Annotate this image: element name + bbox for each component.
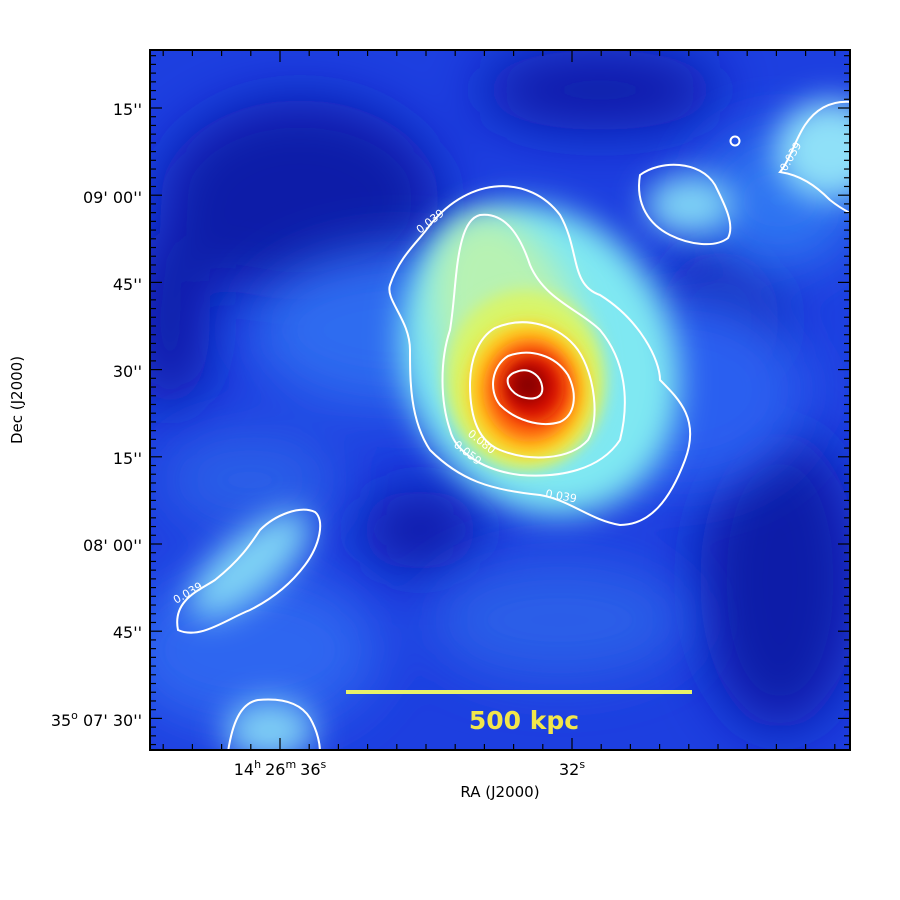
contour-0.039-bottom xyxy=(227,698,321,750)
scale-bar-line xyxy=(346,690,692,694)
contours xyxy=(176,100,850,750)
contour-0.059 xyxy=(441,213,626,477)
dec-arcmin: 07' 30'' xyxy=(78,711,142,730)
y-tick-label: 45'' xyxy=(113,623,142,642)
ra-m-sup: m xyxy=(285,758,296,771)
y-tick-label: 15'' xyxy=(113,100,142,119)
ra-s-sup: s xyxy=(321,758,327,771)
y-axis-tick-labels: 15'' 09' 00'' 45'' 30'' 15'' 08' 00'' 45… xyxy=(51,100,142,730)
dark-region xyxy=(480,50,720,130)
y-axis-title: Dec (J2000) xyxy=(8,356,26,444)
dark-regions xyxy=(150,50,850,730)
contour-0.039-northeast-patch xyxy=(638,163,732,246)
cyan-patch xyxy=(189,511,311,619)
contour-small-ring xyxy=(729,135,741,147)
x-axis-title: RA (J2000) xyxy=(460,783,539,801)
x-tick-label-ra-32s: 32s xyxy=(559,758,585,779)
ra-minutes: 26 xyxy=(265,760,285,779)
y-tick-label: 08' 00'' xyxy=(83,536,142,555)
contour-0.039-northeast-corner xyxy=(778,100,850,215)
dark-region xyxy=(160,100,440,300)
contour-label: 0.039 xyxy=(544,487,577,505)
cyan-patch xyxy=(225,700,315,750)
x-tick-label-ra-36s: 14h 26m 36s xyxy=(234,758,327,779)
contour-peak xyxy=(506,369,544,400)
contour-0.039-main xyxy=(388,185,692,527)
y-tick-label: 30'' xyxy=(113,362,142,381)
ra-s-sup: s xyxy=(579,758,585,771)
dec-degrees: 35 xyxy=(51,711,71,730)
ra-seconds: 36 xyxy=(300,760,320,779)
dark-region xyxy=(700,430,850,730)
x-axis-tick-labels: 14h 26m 36s 32s xyxy=(234,758,586,779)
contour-inner xyxy=(492,351,575,426)
dark-region xyxy=(150,230,210,410)
y-tick-label: 15'' xyxy=(113,449,142,468)
dark-region xyxy=(360,490,480,570)
scale-bar: 500 kpc xyxy=(346,690,692,735)
contour-0.039-southwest xyxy=(176,508,322,634)
cyan-patch xyxy=(645,175,735,235)
contour-0.080 xyxy=(468,321,596,459)
intensity-map: 0.039 0.039 0.039 0.039 0.059 0.080 500 … xyxy=(150,50,850,750)
diffuse-patch xyxy=(160,430,340,530)
axis-ticks xyxy=(150,50,850,750)
scale-bar-label: 500 kpc xyxy=(469,706,579,735)
y-tick-label: 09' 00'' xyxy=(83,188,142,207)
y-tick-label-bottom: 35o 07' 30'' xyxy=(51,709,142,730)
dec-degree-symbol: o xyxy=(71,709,78,722)
y-tick-label: 45'' xyxy=(113,275,142,294)
ra-hours: 14 xyxy=(234,760,254,779)
plot-frame xyxy=(149,49,851,751)
diffuse-patch xyxy=(430,560,690,680)
ra-seconds: 32 xyxy=(559,760,579,779)
ra-h-sup: h xyxy=(254,758,261,771)
